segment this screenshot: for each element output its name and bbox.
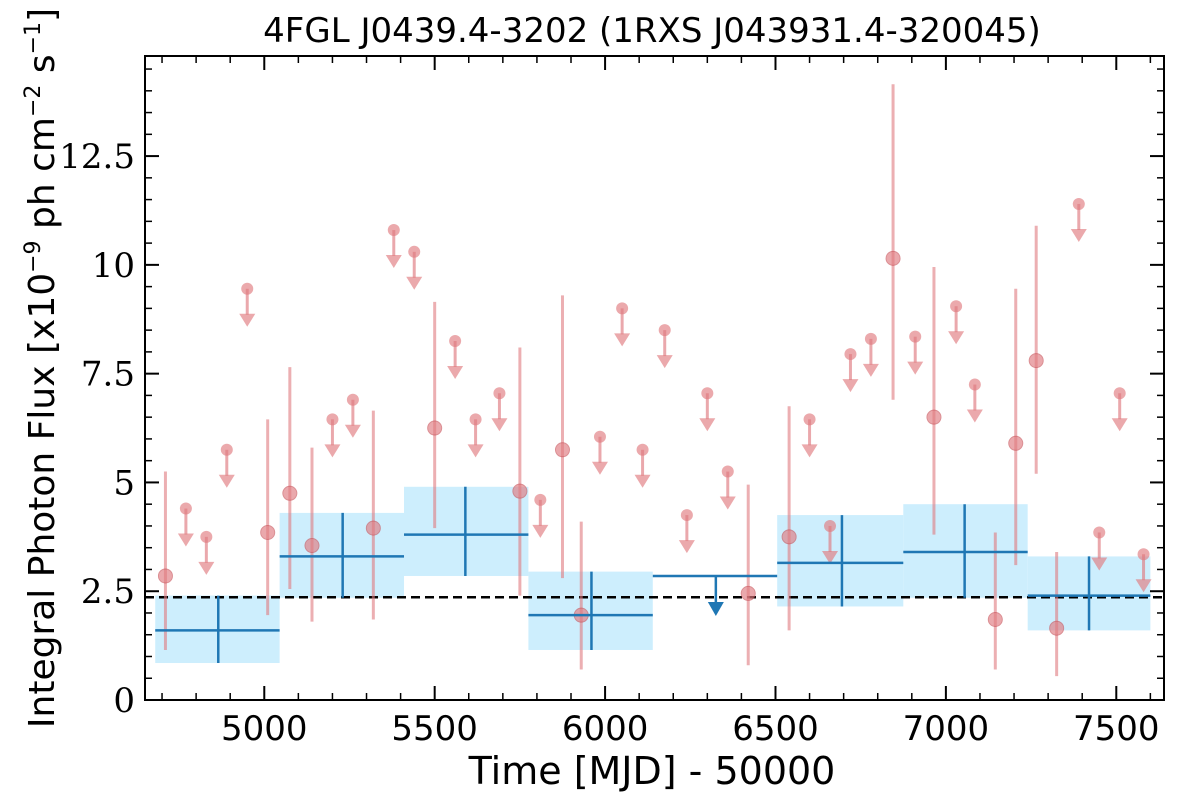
upper-limit-arrow [324,444,341,458]
detection-point [365,520,381,536]
y-label-part-4: ] [22,8,63,22]
upper-limit-arrow [344,424,361,438]
upper-limit-arrow [614,333,631,347]
x-axis-label: Time [MJD] - 50000 [468,749,836,793]
detection-point [740,585,756,601]
upper-limit-arrow [467,444,484,458]
y-label-exp-1: −9 [21,240,46,272]
x-axis-ticks: 5000 5500 6000 6500 7000 7500 [161,56,1160,749]
upper-limit-arrow [822,550,839,564]
detection-point [987,612,1003,627]
upper-limit-arrow [491,418,508,432]
upper-limit-arrow [801,444,818,458]
y-label-exp-3: −1 [21,22,46,54]
upper-limit-arrow [634,474,651,488]
upper-limit-arrow [842,379,859,393]
detection-point [926,409,942,425]
upper-limit-arrow [198,561,215,575]
detection-point [781,529,797,545]
detection-point [260,524,276,540]
y-tick-label: 0 [113,681,135,721]
y-tick-label: 7.5 [81,355,135,395]
upper-limit-arrow [1091,557,1108,571]
y-tick-label: 12.5 [59,137,135,177]
x-tick-label: 7500 [1073,709,1160,749]
binned-error-band [777,515,904,607]
detection-point [282,485,298,501]
detection-point [157,568,173,584]
long-bin-series [155,486,1151,664]
upper-limit-arrow [177,533,194,547]
short-bin-series [157,84,1152,677]
y-label-exp-2: −2 [21,85,46,117]
detection-point [1008,435,1024,451]
upper-limit-arrow [591,461,608,475]
upper-limit-arrow [385,255,402,269]
detection-point [1028,353,1044,369]
detection-point [512,483,528,499]
detection-point [1049,620,1065,636]
upper-limit-arrow [699,418,716,432]
upper-limit-arrow [239,313,256,327]
upper-limit-arrow [447,366,464,380]
x-tick-label: 6000 [562,709,649,749]
y-axis-ticks: 0 2.5 5 7.5 10 12.5 [59,68,1164,721]
upper-limit-arrow [907,361,924,375]
binned-upper-limit-arrow [707,601,724,616]
detection-point [304,538,320,554]
upper-limit-arrow [532,524,549,538]
axes-frame [144,55,1165,701]
detection-point [554,442,570,458]
y-tick-label: 2.5 [81,572,135,612]
x-tick-label: 6500 [732,709,819,749]
upper-limit-arrow [1111,418,1128,432]
y-tick-label: 5 [113,463,135,503]
upper-limit-arrow [948,331,965,345]
y-axis-label: Integral Photon Flux [x10−9 ph cm−2 s−1] [21,8,63,728]
upper-limit-arrow [719,496,736,510]
y-label-part-2: ph cm [22,117,63,240]
y-tick-label: 10 [92,246,135,286]
upper-limit-arrow [1070,228,1087,242]
upper-limit-arrow [218,474,235,488]
upper-limit-arrow [678,540,695,554]
x-tick-label: 7000 [903,709,990,749]
chart-title: 4FGL J0439.4-3202 (1RXS J043931.4-320045… [263,11,1041,51]
upper-limit-arrow [966,409,983,423]
upper-limit-arrow [1135,579,1152,593]
upper-limit-arrow [862,363,879,377]
x-tick-label: 5500 [391,709,478,749]
y-label-part-1: Integral Photon Flux [x10 [22,273,63,728]
x-tick-label: 5000 [221,709,308,749]
detection-point [885,250,901,266]
upper-limit-arrow [656,355,673,369]
detection-point [427,420,443,436]
plot-frame [144,55,1165,701]
upper-limit-marker [408,245,421,258]
upper-limit-arrow [406,276,423,290]
y-label-part-3: s [22,54,63,84]
